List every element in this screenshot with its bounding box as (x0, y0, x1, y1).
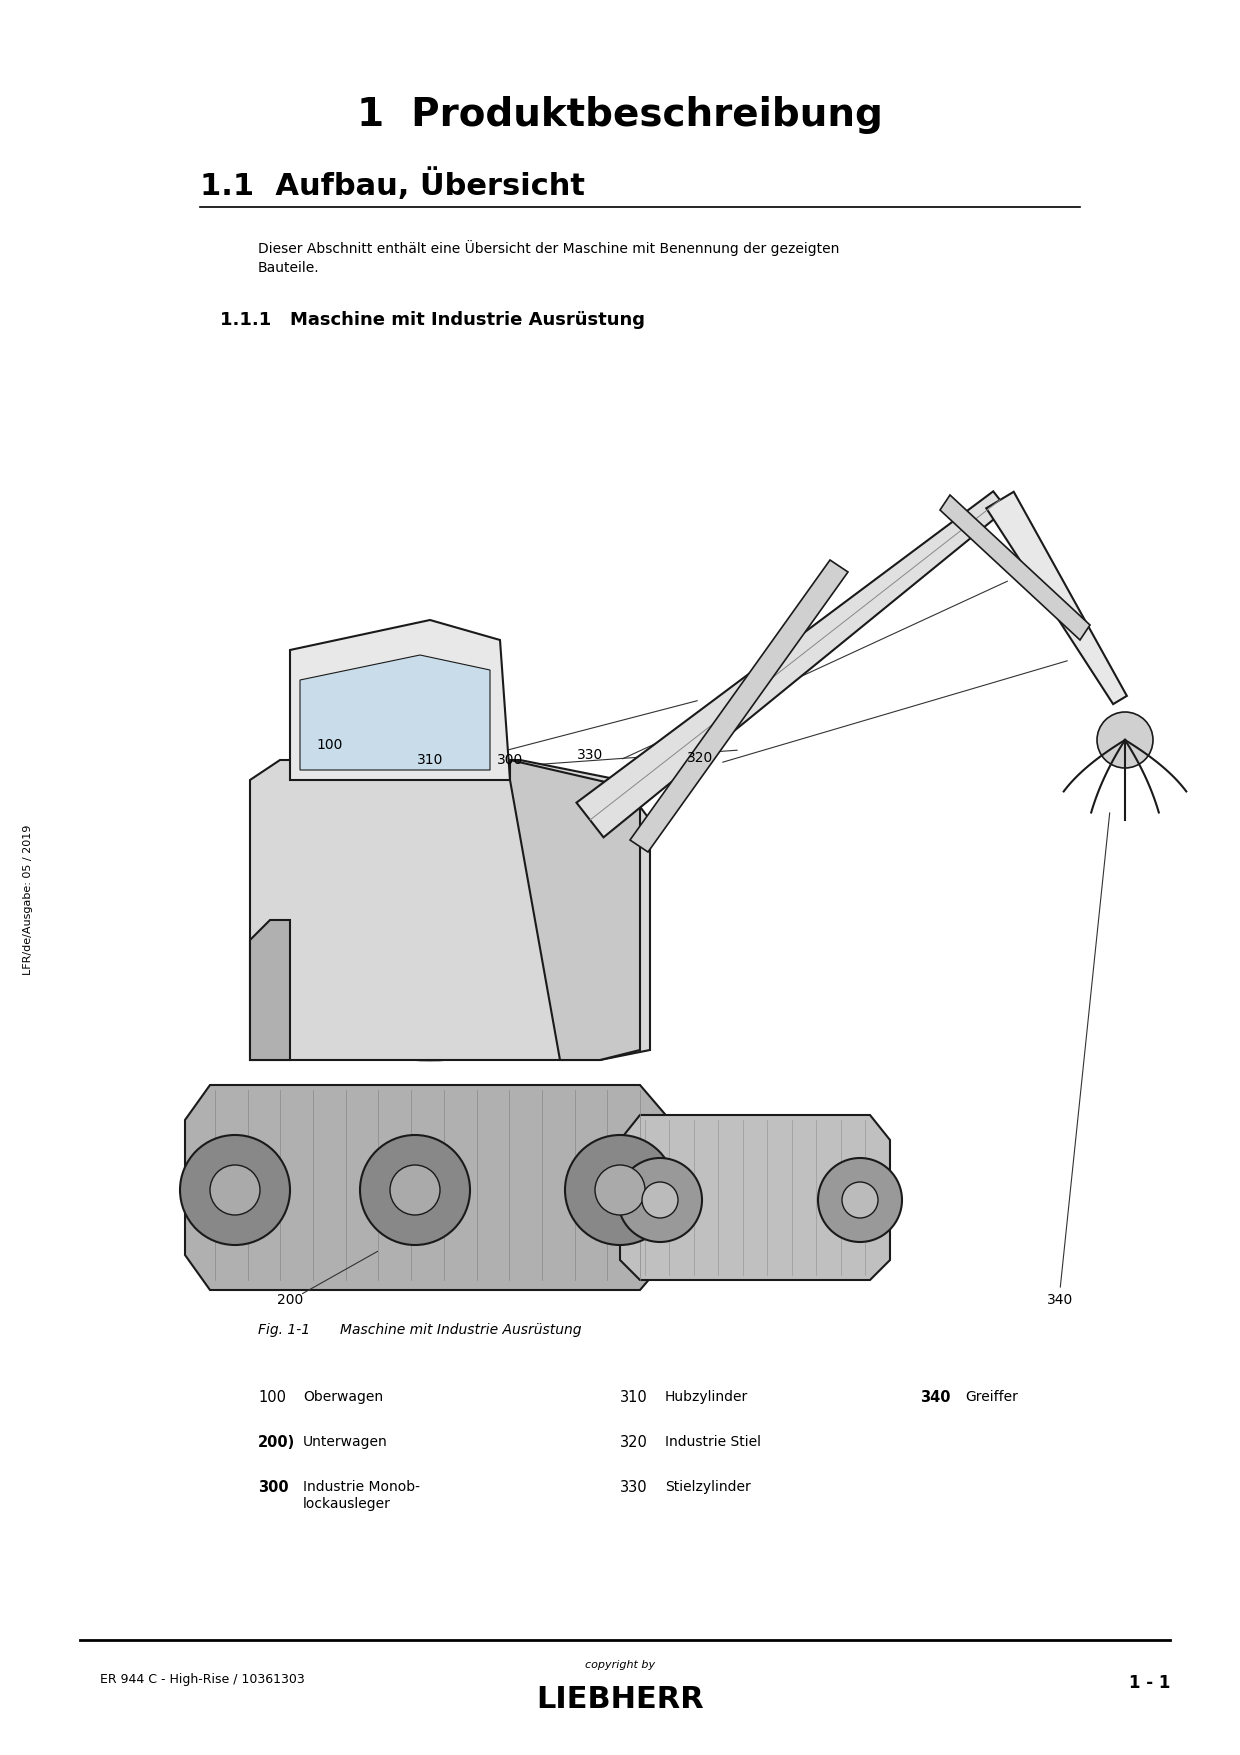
Text: 330: 330 (620, 1479, 647, 1495)
Text: 340: 340 (1047, 1293, 1073, 1307)
Polygon shape (300, 655, 490, 770)
Text: 100: 100 (316, 739, 343, 751)
Text: 1.1.1   Maschine mit Industrie Ausrüstung: 1.1.1 Maschine mit Industrie Ausrüstung (219, 311, 645, 328)
Text: Unterwagen: Unterwagen (303, 1436, 388, 1450)
Text: 200): 200) (258, 1436, 295, 1450)
Text: 320: 320 (687, 751, 713, 765)
Text: LFR/de/Ausgabe: 05 / 2019: LFR/de/Ausgabe: 05 / 2019 (24, 825, 33, 976)
Circle shape (818, 1158, 901, 1243)
Polygon shape (290, 620, 510, 779)
Circle shape (1097, 713, 1153, 769)
Polygon shape (986, 491, 1127, 704)
Text: Hubzylinder: Hubzylinder (665, 1390, 748, 1404)
Text: 310: 310 (620, 1390, 647, 1406)
Text: 200: 200 (277, 1293, 303, 1307)
Circle shape (360, 1135, 470, 1244)
Text: 330: 330 (577, 748, 603, 762)
Ellipse shape (360, 1000, 500, 1049)
Text: 300: 300 (497, 753, 523, 767)
Text: 1.1  Aufbau, Übersicht: 1.1 Aufbau, Übersicht (200, 168, 585, 202)
Text: Industrie Monob-
lockausleger: Industrie Monob- lockausleger (303, 1479, 420, 1511)
Circle shape (565, 1135, 675, 1244)
Text: LIEBHERR: LIEBHERR (536, 1685, 704, 1715)
Circle shape (180, 1135, 290, 1244)
Polygon shape (577, 491, 1007, 837)
Text: 320: 320 (620, 1436, 647, 1450)
Circle shape (618, 1158, 702, 1243)
Text: Dieser Abschnitt enthält eine Übersicht der Maschine mit Benennung der gezeigten: Dieser Abschnitt enthält eine Übersicht … (258, 240, 839, 276)
Text: ER 944 C - High-Rise / 10361303: ER 944 C - High-Rise / 10361303 (100, 1674, 305, 1687)
Ellipse shape (330, 990, 529, 1060)
Circle shape (595, 1165, 645, 1214)
Circle shape (210, 1165, 260, 1214)
Text: 300: 300 (258, 1479, 289, 1495)
Text: Oberwagen: Oberwagen (303, 1390, 383, 1404)
Circle shape (391, 1165, 440, 1214)
Polygon shape (630, 560, 848, 851)
Text: Fig. 1-1: Fig. 1-1 (258, 1323, 310, 1337)
Circle shape (642, 1183, 678, 1218)
Text: 1 - 1: 1 - 1 (1130, 1674, 1171, 1692)
Text: Greiffer: Greiffer (965, 1390, 1018, 1404)
Text: 100: 100 (258, 1390, 286, 1406)
Text: Stielzylinder: Stielzylinder (665, 1479, 750, 1494)
Polygon shape (510, 760, 640, 1060)
Polygon shape (185, 1085, 670, 1290)
Text: Maschine mit Industrie Ausrüstung: Maschine mit Industrie Ausrüstung (340, 1323, 582, 1337)
Text: Industrie Stiel: Industrie Stiel (665, 1436, 761, 1450)
Circle shape (842, 1183, 878, 1218)
Text: copyright by: copyright by (585, 1660, 655, 1671)
Text: 340: 340 (920, 1390, 951, 1406)
Polygon shape (940, 495, 1090, 641)
Text: 310: 310 (417, 753, 443, 767)
Polygon shape (250, 920, 290, 1060)
Text: 1  Produktbeschreibung: 1 Produktbeschreibung (357, 97, 883, 133)
Polygon shape (250, 760, 650, 1060)
Polygon shape (620, 1114, 890, 1279)
